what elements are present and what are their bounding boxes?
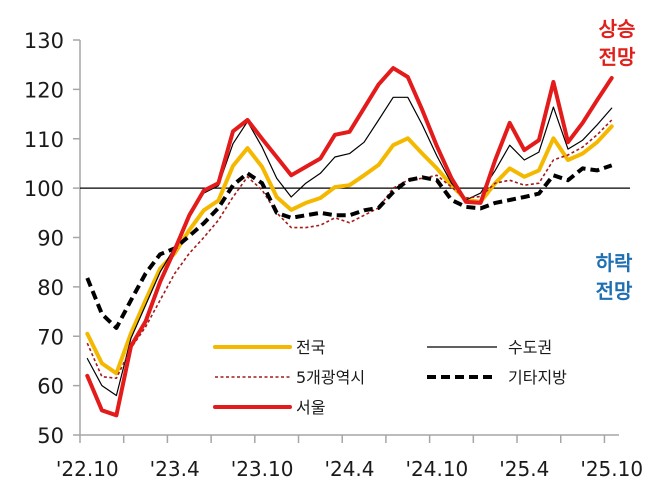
legend-label-five-metro: 5개광역시 xyxy=(296,368,365,387)
y-tick-label: 110 xyxy=(24,128,64,152)
annotation-fall-outlook: 하락 전망 xyxy=(596,251,633,303)
y-tick-label: 80 xyxy=(37,276,64,300)
annotation-rise-line2: 전망 xyxy=(599,45,636,69)
series-line-other-regions xyxy=(85,163,613,330)
series-line-seoul xyxy=(85,66,614,418)
annotation-fall-line2: 전망 xyxy=(596,279,633,303)
legend-item-other-regions: 기타지방 xyxy=(427,368,567,387)
legend-item-national: 전국 xyxy=(213,338,325,357)
x-tick-label: '25.10 xyxy=(580,457,643,481)
x-tick-label: '25.4 xyxy=(499,457,549,481)
y-tick-label: 130 xyxy=(24,29,64,53)
series-line-national xyxy=(85,124,614,376)
legend-item-five-metro: 5개광역시 xyxy=(215,368,365,387)
y-tick-label: 90 xyxy=(37,227,64,251)
x-axis: '22.10 '23.4 '23.10 '24.4 '24.10 '25.4 '25.10 xyxy=(56,434,643,481)
x-tick-label: '23.10 xyxy=(231,457,294,481)
y-tick-label: 100 xyxy=(24,177,64,201)
x-tick-label: '22.10 xyxy=(56,457,119,481)
y-tick-label: 70 xyxy=(37,325,64,349)
y-axis: 50 60 70 80 90 100 110 120 130 xyxy=(24,29,81,448)
series-line-five-metro xyxy=(86,119,613,380)
annotation-fall-line1: 하락 xyxy=(596,251,633,275)
y-tick-label: 50 xyxy=(37,424,64,448)
legend-item-capital-area: 수도권 xyxy=(427,338,552,357)
legend-label-national: 전국 xyxy=(296,338,325,357)
legend-item-seoul: 서울 xyxy=(213,398,325,417)
y-tick-label: 120 xyxy=(24,78,64,102)
x-tick-label: '24.10 xyxy=(406,457,469,481)
x-tick-label: '23.4 xyxy=(150,457,200,481)
series-layer xyxy=(85,66,614,418)
legend: 전국 수도권 5개광역시 기타지방 서울 xyxy=(213,338,567,417)
legend-label-seoul: 서울 xyxy=(296,398,325,417)
x-tick-label: '24.4 xyxy=(324,457,374,481)
legend-label-other-regions: 기타지방 xyxy=(508,368,567,387)
legend-label-capital-area: 수도권 xyxy=(508,338,552,357)
y-tick-label: 60 xyxy=(37,375,64,399)
annotation-rise-line1: 상승 xyxy=(599,17,636,41)
annotation-rise-outlook: 상승 전망 xyxy=(599,17,636,69)
